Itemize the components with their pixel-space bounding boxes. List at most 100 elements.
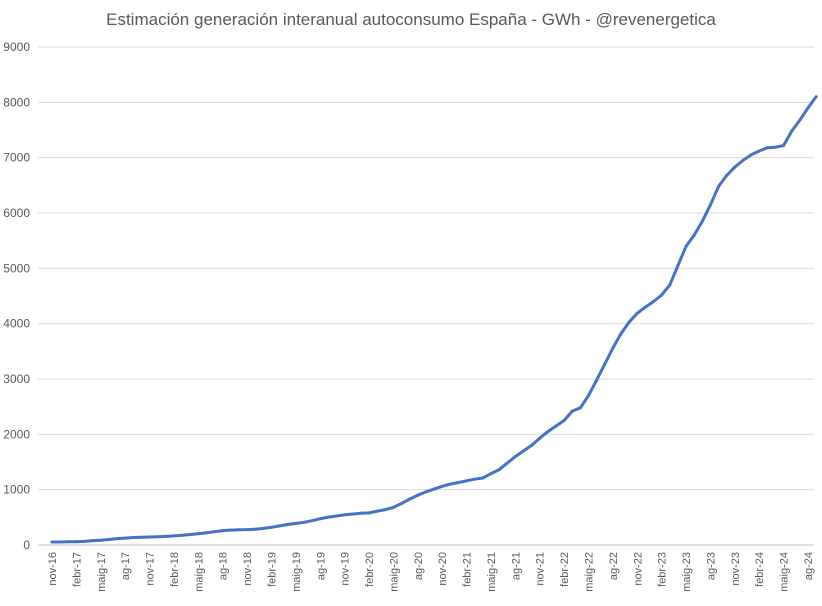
data-point [692,233,696,237]
data-point [757,149,761,153]
data-point [286,523,290,527]
y-tick-label: 9000 [3,40,30,54]
data-point [814,95,818,99]
x-tick-label: nov-20 [437,552,449,586]
x-tick-label: febr-19 [266,552,278,587]
data-point [676,264,680,268]
data-point [578,406,582,410]
gridlines [38,46,814,491]
data-point [253,527,257,531]
data-point [310,519,314,523]
data-point [562,419,566,422]
series-layer [50,95,818,544]
chart-title: Estimación generación interanual autocon… [106,10,716,29]
data-point [164,534,168,538]
y-tick-label: 0 [23,538,30,552]
data-point [465,479,469,483]
y-tick-label: 2000 [3,427,30,441]
x-tick-label: maig-17 [96,552,108,592]
x-tick-label: ag-23 [705,552,717,580]
data-point [611,346,615,350]
data-point [107,537,111,541]
data-point [269,525,273,529]
x-tick-label: maig-23 [681,552,693,592]
data-point [351,512,355,516]
data-point [416,493,420,497]
data-point [302,520,306,524]
data-point [587,394,591,398]
data-point [708,203,712,207]
data-point [83,539,87,543]
x-tick-label: nov-16 [47,552,59,586]
x-tick-label: ag-18 [218,552,230,580]
data-point [554,424,558,428]
data-point [546,430,550,434]
y-tick-label: 1000 [3,483,30,497]
data-point [684,244,688,248]
data-point [318,517,322,521]
data-point [489,472,493,476]
data-point [538,436,542,440]
data-point [221,529,225,533]
data-point [456,480,460,484]
data-point [375,509,379,513]
data-point [603,362,607,366]
data-point [530,443,534,447]
x-tick-label: ag-21 [510,552,522,580]
data-point [619,332,623,336]
data-point [213,530,217,534]
x-axis-tick-labels: nov-16 febr-17 maig-17 ag-17 nov-17 febr-18 ma… [47,552,815,592]
data-point [204,531,208,535]
series-line [50,95,818,544]
x-tick-label: nov-19 [340,552,352,586]
x-tick-label: febr-17 [71,552,83,587]
data-point [806,106,810,110]
x-tick-label: ag-20 [413,552,425,580]
data-point [790,129,794,133]
data-point [473,477,477,481]
x-tick-label: febr-21 [462,552,474,587]
data-point [172,534,176,538]
data-point [237,528,241,532]
data-point [294,521,298,525]
data-point [668,283,672,287]
x-tick-label: maig-18 [193,552,205,592]
x-tick-label: maig-21 [486,552,498,592]
data-point [497,468,501,472]
data-point [652,300,656,304]
x-tick-label: febr-18 [169,552,181,587]
x-tick-label: maig-22 [584,552,596,592]
data-point [139,535,143,539]
data-point [74,540,78,544]
x-tick-label: febr-23 [657,552,669,587]
y-tick-label: 7000 [3,151,30,165]
data-point [188,532,192,536]
data-point [156,535,160,539]
data-point [570,409,574,413]
data-point [131,536,135,540]
data-point [196,532,200,536]
x-tick-label: ag-17 [120,552,132,580]
y-tick-label: 8000 [3,95,30,109]
data-point [448,482,452,486]
x-tick-label: maig-20 [388,552,400,592]
x-tick-label: nov-17 [145,552,157,586]
data-point [643,305,647,309]
x-tick-label: febr-20 [364,552,376,587]
data-point [123,536,127,540]
data-point [481,476,485,480]
x-tick-label: maig-19 [291,552,303,592]
data-point [440,484,444,488]
data-point [595,378,599,382]
data-point [432,487,436,491]
data-point [400,502,404,505]
x-tick-label: ag-24 [803,552,815,580]
data-point [733,165,737,169]
data-point [627,320,631,324]
data-point [700,219,704,223]
data-point [660,293,664,297]
data-point [115,537,119,541]
data-point [505,461,509,465]
